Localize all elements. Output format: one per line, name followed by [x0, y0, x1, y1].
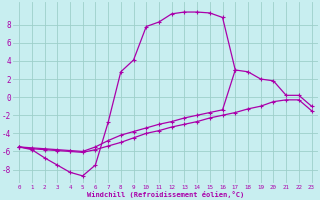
X-axis label: Windchill (Refroidissement éolien,°C): Windchill (Refroidissement éolien,°C) [87, 191, 244, 198]
